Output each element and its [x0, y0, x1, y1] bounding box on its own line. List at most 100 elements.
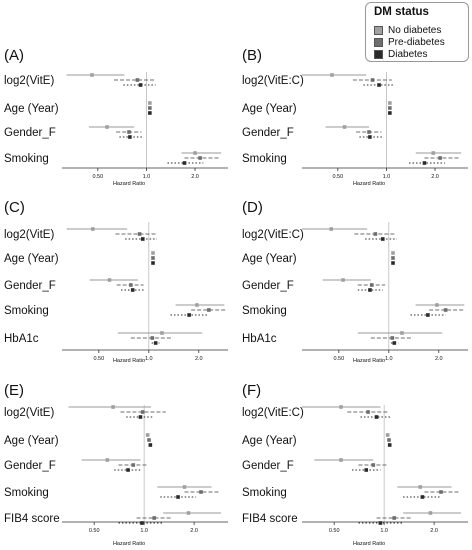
- panel-f-label: (F): [242, 382, 261, 399]
- panel-b-row-label-3: Smoking: [242, 153, 287, 165]
- panel-e-point-3-pre-diabetes: [199, 490, 203, 494]
- panel-d-point-0-no-diabetes: [329, 227, 334, 231]
- panel-a-point-2-diabetes: [128, 135, 132, 139]
- legend-item-no-diabetes: No diabetes: [374, 25, 441, 37]
- panel-c-row-label-0: log2(VitE): [4, 229, 54, 241]
- legend-item-diabetes: Diabetes: [374, 49, 427, 61]
- panel-d-tick-label-0: 0.50: [333, 356, 344, 362]
- panel-d-point-4-no-diabetes: [400, 331, 404, 335]
- panel-b-row-label-1: Age (Year): [242, 103, 297, 115]
- panel-e-row-label-1: Age (Year): [4, 435, 59, 447]
- panel-c-point-2-no-diabetes: [107, 278, 112, 282]
- panel-a-point-0-no-diabetes: [90, 73, 94, 77]
- panel-f-point-0-pre-diabetes: [366, 410, 370, 414]
- panel-d-point-4-diabetes: [392, 341, 397, 345]
- legend-swatch-pre-diabetes: [374, 38, 383, 47]
- panel-c-point-4-no-diabetes: [160, 331, 164, 335]
- panel-b-point-3-no-diabetes: [431, 151, 436, 155]
- panel-a-point-2-pre-diabetes: [127, 130, 131, 134]
- panel-d-point-1-diabetes: [391, 261, 395, 265]
- panel-e-row-label-0: log2(VitE): [4, 407, 54, 419]
- panel-d-point-4-pre-diabetes: [390, 336, 395, 340]
- panel-d-row-label-0: log2(VitE:C): [242, 229, 304, 241]
- panel-a-tick-label-0: 0.50: [92, 174, 103, 180]
- panel-a-point-1-no-diabetes: [148, 101, 152, 105]
- panel-a-point-3-pre-diabetes: [198, 156, 202, 160]
- panel-a-row-label-0: log2(VitE): [4, 75, 54, 87]
- panel-d-row-label-4: HbA1c: [242, 333, 277, 345]
- legend: DM status No diabetes Pre-diabetes Diabe…: [365, 2, 469, 62]
- panel-d-point-0-pre-diabetes: [373, 232, 378, 236]
- panel-b-x-axis-label: Hazard Ratio: [353, 181, 385, 187]
- panel-e-row-label-3: Smoking: [4, 487, 49, 499]
- panel-f-row-label-4: FIB4 score: [242, 513, 298, 525]
- panel-b-label: (B): [242, 47, 262, 64]
- panel-a-tick-label-2: 2.0: [191, 174, 199, 180]
- panel-e-point-0-no-diabetes: [111, 405, 115, 409]
- panel-c-point-2-diabetes: [130, 288, 135, 292]
- panel-b-tick-label-2: 2.0: [431, 174, 439, 180]
- panel-c-point-1-no-diabetes: [151, 251, 155, 255]
- panel-b-point-3-diabetes: [422, 161, 427, 165]
- panel-b-point-0-pre-diabetes: [370, 78, 375, 82]
- panel-e-tick-label-2: 2.0: [190, 528, 198, 534]
- panel-a-point-1-pre-diabetes: [148, 106, 152, 110]
- panel-a-point-0-pre-diabetes: [135, 78, 140, 82]
- panel-f-point-0-no-diabetes: [339, 405, 343, 409]
- panel-b-row-label-2: Gender_F: [242, 127, 294, 139]
- panel-c-row-label-1: Age (Year): [4, 253, 59, 265]
- panel-b-tick-label-1: 1.0: [383, 174, 391, 180]
- panel-c-tick-label-1: 1.0: [145, 356, 153, 362]
- panel-b-point-2-pre-diabetes: [367, 130, 371, 134]
- panel-d-x-axis-label: Hazard Ratio: [353, 358, 385, 364]
- panel-d-point-3-pre-diabetes: [443, 308, 448, 312]
- panel-a-point-0-diabetes: [138, 83, 143, 87]
- panel-c-tick-label-0: 0.50: [93, 356, 104, 362]
- panel-c-point-2-pre-diabetes: [129, 283, 133, 287]
- panel-f-x-axis-label: Hazard Ratio: [353, 541, 385, 547]
- panel-a-point-2-no-diabetes: [105, 125, 109, 129]
- panel-c-tick-label-2: 2.0: [195, 356, 203, 362]
- panel-c-point-1-diabetes: [151, 261, 155, 265]
- legend-label-diabetes: Diabetes: [388, 49, 428, 60]
- panel-d-point-3-diabetes: [426, 313, 430, 317]
- legend-label-pre-diabetes: Pre-diabetes: [388, 37, 445, 48]
- panel-c-point-0-no-diabetes: [91, 227, 95, 231]
- panel-a-point-3-no-diabetes: [193, 151, 197, 155]
- panel-e-row-label-2: Gender_F: [4, 460, 56, 472]
- panel-a-tick-label-1: 1.0: [143, 174, 151, 180]
- panel-a-row-label-1: Age (Year): [4, 103, 59, 115]
- panel-d-row-label-3: Smoking: [242, 305, 287, 317]
- panel-d-point-0-diabetes: [380, 237, 385, 241]
- panel-f-row-label-3: Smoking: [242, 487, 287, 499]
- panel-f-tick-label-2: 2.0: [430, 528, 438, 534]
- panel-c-point-0-diabetes: [140, 237, 145, 241]
- panel-f-row-label-2: Gender_F: [242, 460, 294, 472]
- panel-f-point-3-no-diabetes: [418, 485, 423, 489]
- panel-f-point-4-diabetes: [378, 521, 383, 525]
- panel-d-point-2-diabetes: [368, 288, 372, 292]
- panel-b-row-label-0: log2(VitE:C): [242, 75, 304, 87]
- panel-e-point-4-no-diabetes: [186, 511, 191, 515]
- panel-b-point-1-diabetes: [388, 111, 392, 115]
- panel-f-tick-label-0: 0.50: [329, 528, 340, 534]
- panel-e-point-4-diabetes: [140, 521, 144, 525]
- legend-item-pre-diabetes: Pre-diabetes: [374, 37, 445, 49]
- panel-e-label: (E): [4, 382, 24, 399]
- legend-label-no-diabetes: No diabetes: [388, 25, 442, 36]
- panel-f-point-0-diabetes: [374, 415, 379, 419]
- panel-e-point-3-diabetes: [176, 495, 180, 499]
- panel-d-tick-label-1: 1.0: [385, 356, 393, 362]
- panel-e-point-1-pre-diabetes: [147, 438, 151, 442]
- panel-c-point-1-pre-diabetes: [151, 256, 155, 260]
- panel-f-point-4-pre-diabetes: [392, 516, 397, 520]
- panel-c-row-label-4: HbA1c: [4, 333, 39, 345]
- panel-f-row-label-0: log2(VitE:C): [242, 407, 304, 419]
- panel-e-tick-label-0: 0.50: [89, 528, 100, 534]
- panel-b-point-0-diabetes: [377, 83, 381, 87]
- panel-c-point-3-pre-diabetes: [207, 308, 211, 312]
- panel-c-row-label-3: Smoking: [4, 305, 49, 317]
- panel-e-point-1-no-diabetes: [145, 433, 150, 437]
- panel-a-label: (A): [4, 47, 24, 64]
- panel-a-point-1-diabetes: [148, 111, 152, 115]
